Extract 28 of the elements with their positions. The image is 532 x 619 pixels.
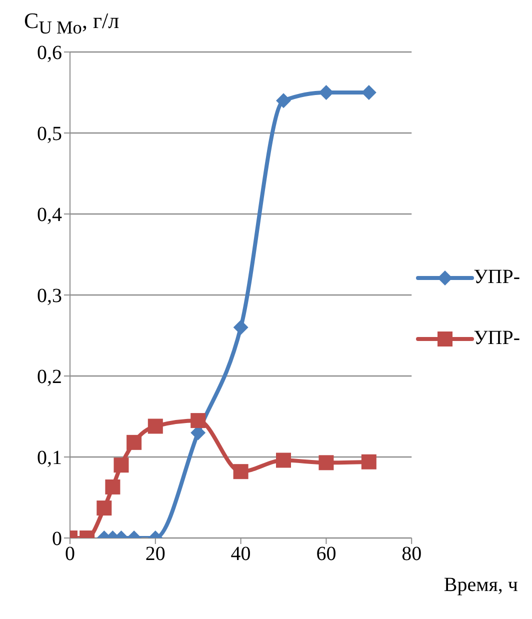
point [114, 458, 129, 473]
point [233, 320, 248, 335]
point [148, 418, 163, 434]
x-axis-title: Время, ч [444, 574, 518, 597]
x-tick-label: 20 [145, 543, 166, 566]
point [96, 500, 112, 516]
y-tick-label: 0 [52, 528, 62, 550]
point [276, 452, 292, 468]
y-tick-label: 0,1 [37, 447, 62, 470]
point [318, 85, 334, 100]
y-tick-label: 0,6 [37, 42, 62, 64]
x-tick-label: 60 [316, 543, 336, 566]
y-tick-label: 0,2 [37, 366, 62, 388]
point [276, 93, 292, 108]
y-tick-label: 0,4 [37, 204, 62, 226]
legend-label: УПР- [474, 266, 520, 289]
y-axis-title: C$_{U Mo}$, г/л [24, 8, 120, 40]
x-tick-label: 40 [230, 543, 251, 566]
x-tick-label: 80 [402, 543, 422, 566]
y-tick-label: 0,5 [37, 123, 62, 146]
point [318, 455, 334, 470]
y-tick-label: 0,3 [37, 285, 62, 308]
point [361, 454, 376, 470]
point [233, 464, 248, 480]
point [190, 413, 206, 428]
point [126, 434, 142, 450]
point [105, 479, 120, 494]
legend-label: УПР- [474, 327, 520, 350]
